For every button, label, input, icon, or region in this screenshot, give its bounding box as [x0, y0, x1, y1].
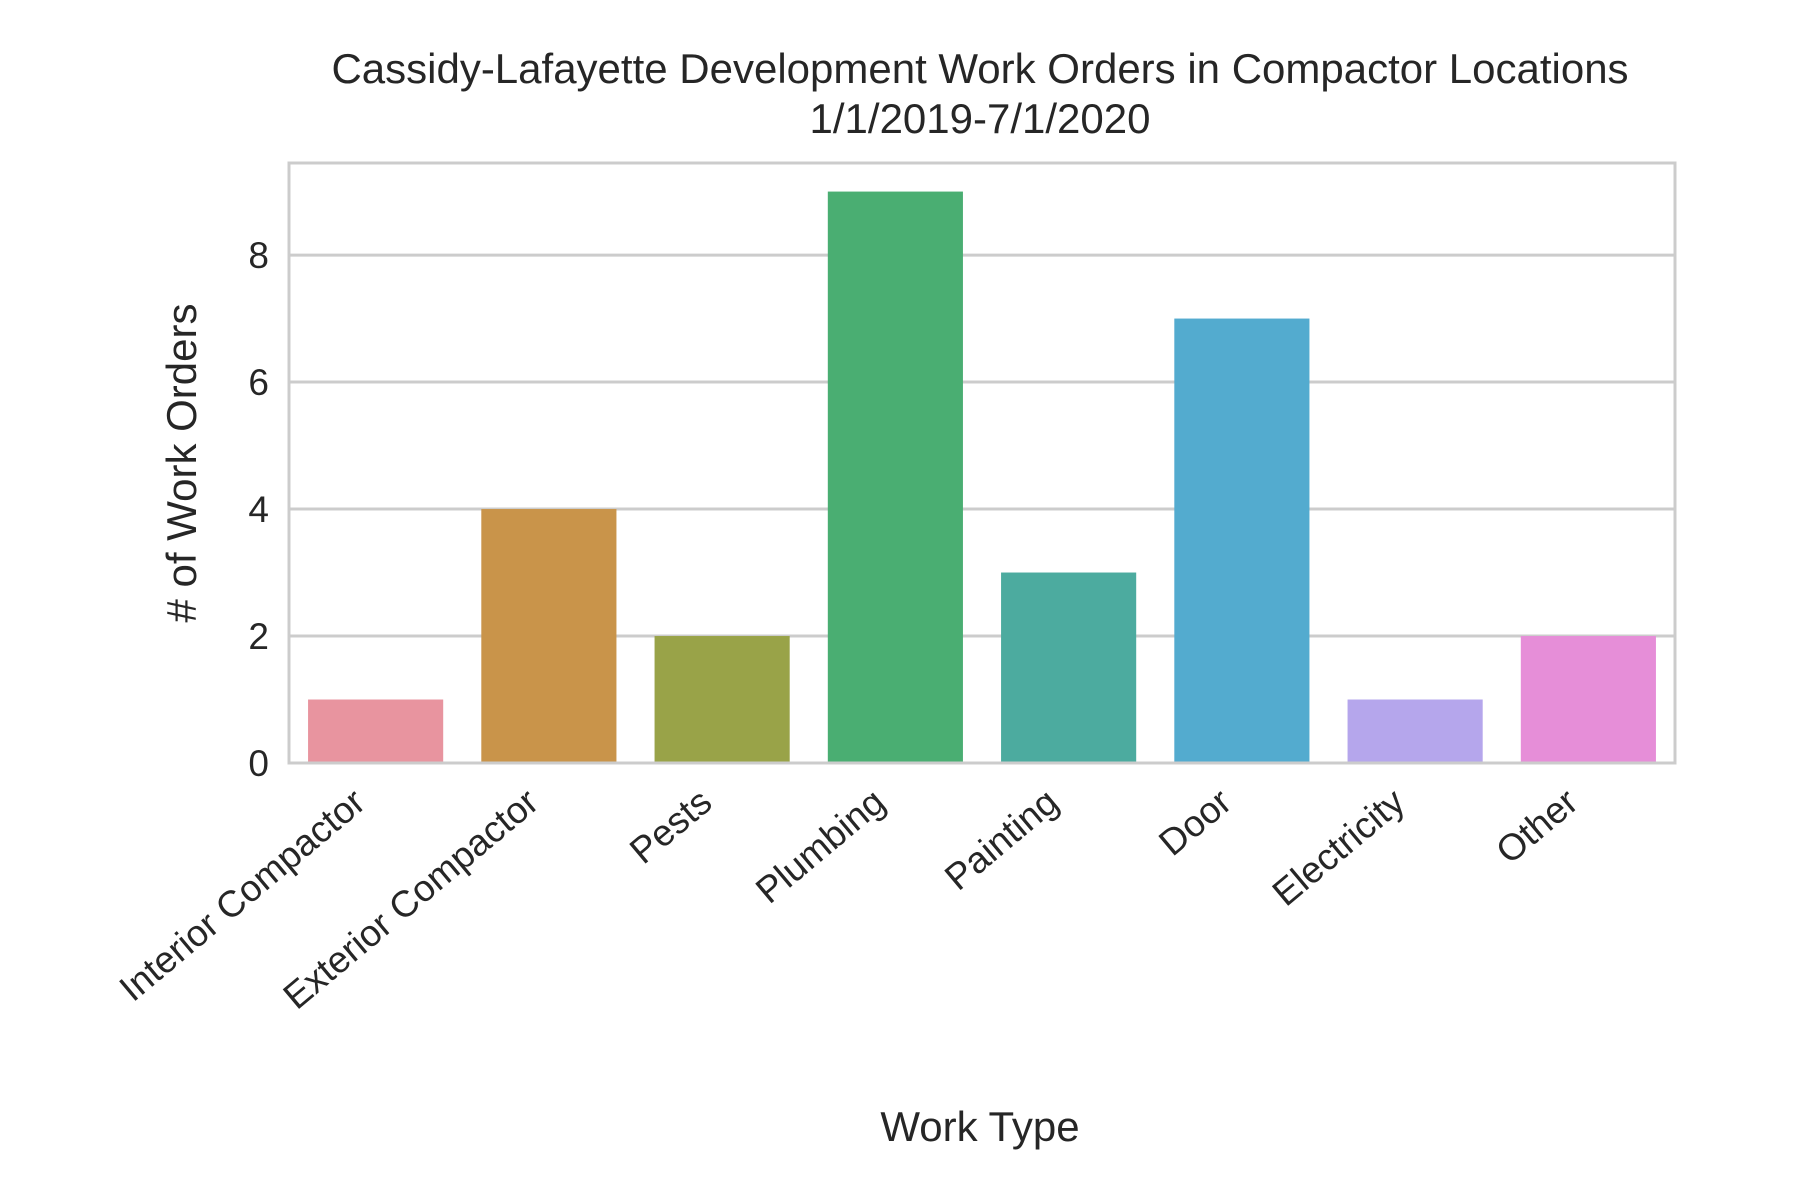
chart-title: Cassidy-Lafayette Development Work Order… — [331, 45, 1628, 92]
x-tick-label-plumbing: Plumbing — [748, 781, 893, 912]
x-axis-label: Work Type — [880, 1103, 1079, 1150]
y-tick-labels: 0 2 4 6 8 — [248, 235, 269, 784]
x-tick-label-pests: Pests — [622, 781, 719, 872]
chart-subtitle: 1/1/2019-7/1/2020 — [810, 95, 1151, 142]
bars — [308, 191, 1656, 764]
y-tick-label: 0 — [248, 743, 269, 784]
bar-painting — [1001, 572, 1137, 763]
y-tick-label: 8 — [248, 235, 269, 276]
y-tick-label: 2 — [248, 616, 269, 657]
bar-exterior-compactor — [481, 509, 617, 763]
bar-interior-compactor — [308, 699, 444, 763]
y-tick-label: 4 — [248, 489, 269, 530]
bar-door — [1174, 318, 1310, 763]
y-tick-label: 6 — [248, 362, 269, 403]
bar-electricity — [1347, 699, 1483, 763]
bar-other — [1520, 636, 1656, 763]
x-tick-label-painting: Painting — [937, 781, 1066, 898]
x-tick-label-electricity: Electricity — [1265, 780, 1413, 913]
plot-frame — [287, 161, 1677, 765]
y-axis-label: # of Work Orders — [158, 304, 205, 623]
bar-pests — [654, 636, 790, 763]
x-tick-label-other: Other — [1488, 781, 1585, 872]
x-tick-label-door: Door — [1151, 781, 1239, 864]
bar-plumbing — [827, 191, 963, 764]
